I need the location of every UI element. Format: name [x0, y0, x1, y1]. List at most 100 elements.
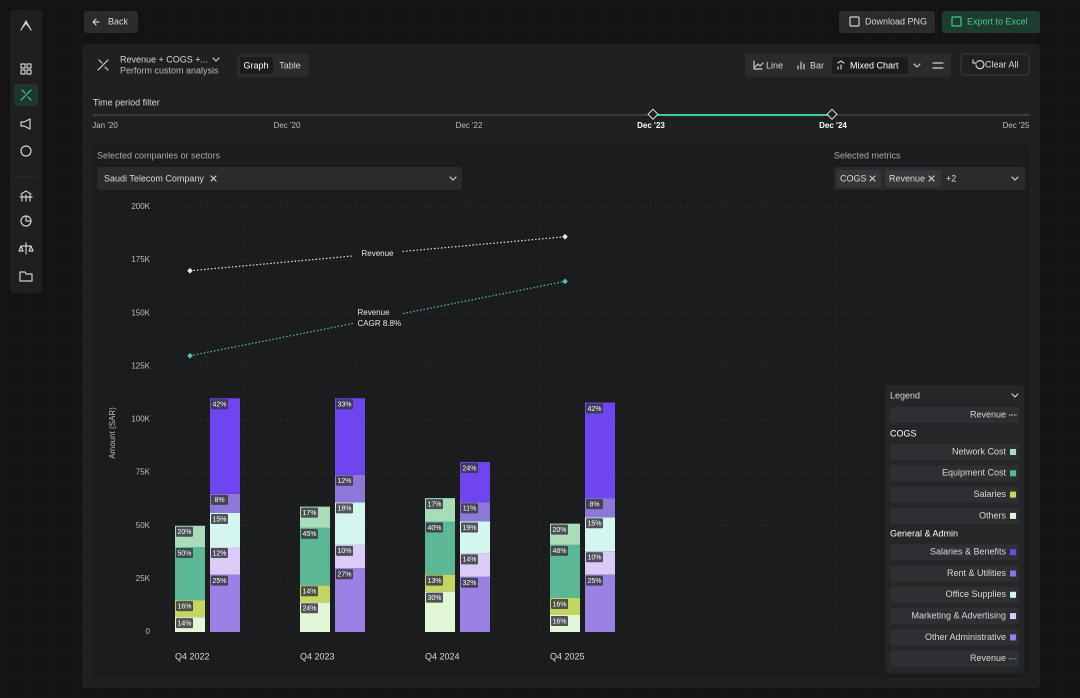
legend-item[interactable] [890, 444, 1019, 460]
value-label: 16% [552, 601, 566, 608]
value-label-bg [551, 599, 568, 609]
legend-label: Equipment Cost [942, 468, 1007, 478]
x-tick-label: Q4 2022 [175, 651, 210, 661]
legend-item[interactable] [890, 486, 1019, 503]
range-handle[interactable] [647, 108, 659, 120]
value-label-bg [551, 545, 568, 556]
metric-chip: COGS [840, 173, 867, 183]
value-label: 24% [302, 606, 316, 613]
nav-icons[interactable] [18, 63, 34, 282]
legend-item[interactable] [890, 407, 1019, 423]
value-label-bg [176, 548, 193, 558]
legend-toggle[interactable] [1011, 393, 1019, 398]
analysis-title: Revenue + COGS +... [120, 54, 208, 64]
value-label-bg [586, 575, 603, 586]
value-label: 13% [427, 578, 441, 585]
value-label: 17% [302, 510, 316, 517]
chart-type-dropdown[interactable] [913, 63, 921, 68]
value-label: 32% [462, 580, 476, 587]
line-point [562, 278, 568, 285]
value-label: 8% [589, 501, 599, 508]
value-label: 19% [462, 525, 476, 532]
chart-type-option[interactable]: Mixed Chart [850, 60, 899, 70]
line-point [562, 233, 568, 240]
value-label: 14% [302, 589, 316, 596]
value-label-bg [301, 528, 318, 539]
legend-label: Network Cost [952, 446, 1007, 456]
value-label-bg [586, 403, 603, 414]
clear-all-button[interactable]: Clear All [960, 53, 1030, 76]
legend-label: Others [979, 510, 1007, 520]
legend-item[interactable] [890, 629, 1019, 646]
value-label: 16% [177, 603, 191, 610]
value-label: 27% [337, 572, 351, 579]
analysis-dropdown[interactable] [212, 57, 220, 62]
y-tick-label: 0 [146, 627, 151, 636]
clear-all-label: Clear All [985, 59, 1019, 69]
value-label-bg [211, 494, 228, 505]
value-label-bg [211, 399, 228, 410]
y-tick-label: 125K [131, 361, 150, 370]
value-label: 40% [427, 525, 441, 532]
value-label: 15% [212, 516, 226, 523]
time-mark: Jan '20 [92, 121, 118, 130]
value-label: 15% [587, 521, 601, 528]
value-label: 11% [463, 506, 477, 513]
companies-dropdown[interactable]: Saudi Telecom Company [97, 167, 462, 190]
value-label: 30% [427, 595, 441, 602]
view-toggle: Graph Table [237, 54, 309, 77]
legend-title: Legend [890, 390, 920, 400]
legend-item[interactable] [890, 586, 1019, 603]
download-label: Download PNG [865, 16, 927, 26]
y-tick-label: 100K [131, 415, 150, 424]
annotation-bg [353, 306, 402, 331]
legend-label: Marketing & Advertising [911, 610, 1006, 620]
value-label: 24% [462, 465, 476, 472]
view-option[interactable]: Graph [243, 60, 268, 70]
time-mark: Dec '22 [456, 121, 483, 130]
legend-label: Revenue [970, 409, 1006, 419]
value-label-bg [586, 518, 603, 529]
y-tick-label: 50K [136, 521, 151, 530]
settings-icon[interactable] [932, 62, 944, 69]
view-option[interactable]: Table [279, 60, 301, 70]
annotation-bg [353, 247, 402, 261]
value-label-bg [551, 616, 568, 626]
bar-segment [210, 398, 240, 494]
back-button[interactable]: Back [84, 11, 138, 33]
chart-type-option[interactable]: Line [766, 60, 783, 70]
value-label: 8% [214, 497, 224, 504]
metrics-dropdown[interactable]: COGS Revenue +2 [834, 167, 1025, 190]
chart: Amount (SAR) 0 25K 50K 75K 100K 125K 150K 175K 2… [108, 200, 985, 661]
legend-item[interactable] [890, 544, 1019, 561]
legend-swatch [1010, 570, 1016, 577]
export-button[interactable]: Export to Excel [942, 11, 1040, 33]
value-label-bg [551, 524, 568, 535]
value-label-bg [176, 601, 193, 612]
legend-swatch [1010, 591, 1016, 598]
range-handle[interactable] [826, 108, 838, 120]
value-label-bg [461, 554, 478, 565]
company-chip: Saudi Telecom Company [104, 173, 204, 183]
value-label: 42% [587, 406, 601, 413]
chart-type-option[interactable]: Bar [810, 60, 824, 70]
sidebar [10, 10, 42, 293]
legend-swatch [1010, 634, 1016, 641]
value-label-bg [426, 522, 443, 533]
time-filter: Time period filter Jan '20 Dec '20 Dec '… [92, 97, 1030, 130]
legend-item[interactable] [890, 608, 1019, 625]
legend-item[interactable] [890, 650, 1019, 667]
y-tick-label: 25K [136, 574, 151, 583]
metric-chip: Revenue [889, 173, 925, 183]
legend-item[interactable] [890, 465, 1019, 482]
value-label-bg [586, 499, 603, 510]
legend-item[interactable] [890, 507, 1019, 524]
download-button[interactable]: Download PNG [839, 11, 935, 33]
legend-swatch [1010, 613, 1016, 620]
legend-item[interactable] [890, 565, 1019, 582]
x-tick-label: Q4 2024 [425, 651, 460, 661]
metrics-label: Selected metrics [834, 150, 901, 160]
value-label-bg [211, 575, 228, 586]
